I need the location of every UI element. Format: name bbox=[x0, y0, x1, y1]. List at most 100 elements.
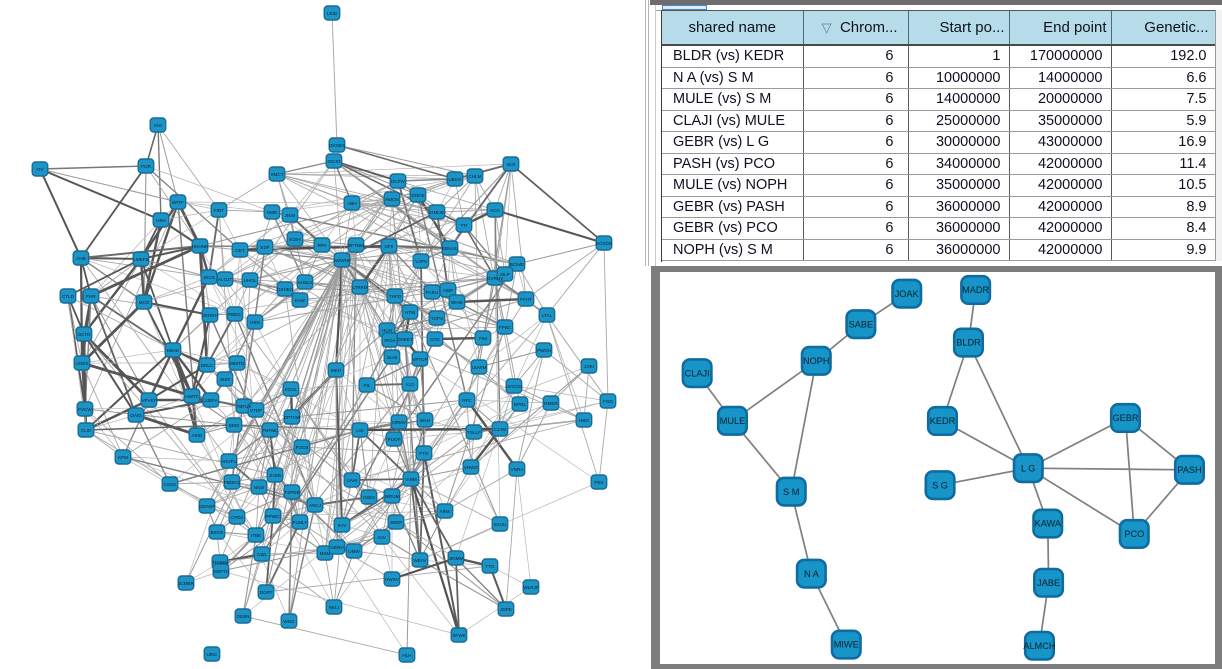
svg-text:DTD: DTD bbox=[430, 337, 440, 342]
svg-text:S M: S M bbox=[783, 487, 799, 497]
svg-text:JOKI: JOKI bbox=[584, 364, 594, 369]
svg-text:JJEFA: JJEFA bbox=[204, 398, 218, 403]
svg-text:GVRHV: GVRHV bbox=[487, 276, 504, 281]
svg-text:HWSV: HWSV bbox=[385, 577, 400, 582]
svg-text:MSM: MSM bbox=[320, 551, 331, 556]
svg-text:RPA: RPA bbox=[317, 243, 327, 248]
svg-text:HKHNK: HKHNK bbox=[192, 244, 209, 249]
svg-text:JDPE: JDPE bbox=[500, 607, 512, 612]
svg-text:SLNI: SLNI bbox=[387, 355, 397, 360]
svg-text:GMLW: GMLW bbox=[430, 210, 445, 215]
svg-text:BFTNM: BFTNM bbox=[348, 243, 364, 248]
svg-text:UUWM: UUWM bbox=[472, 365, 487, 370]
svg-text:JKEF: JKEF bbox=[219, 377, 230, 382]
svg-text:ITBE: ITBE bbox=[251, 533, 261, 538]
svg-text:CPDJ: CPDJ bbox=[231, 515, 243, 520]
svg-text:UIKC: UIKC bbox=[207, 652, 219, 657]
svg-text:VPTUP: VPTUP bbox=[412, 357, 427, 362]
svg-text:PWDH: PWDH bbox=[537, 348, 551, 353]
svg-text:VTDP: VTDP bbox=[250, 408, 262, 413]
svg-text:AMWNF: AMWNF bbox=[333, 258, 351, 263]
svg-text:PCO: PCO bbox=[1124, 529, 1144, 539]
svg-text:OIGO: OIGO bbox=[363, 495, 375, 500]
svg-text:IROA: IROA bbox=[384, 338, 396, 343]
svg-text:VNRA: VNRA bbox=[511, 467, 525, 472]
svg-text:ALGJT: ALGJT bbox=[218, 277, 232, 282]
svg-text:S G: S G bbox=[932, 480, 948, 490]
svg-text:KNI: KNI bbox=[154, 123, 162, 128]
svg-text:TGPS: TGPS bbox=[431, 316, 444, 321]
svg-text:HWTF: HWTF bbox=[185, 394, 198, 399]
svg-text:SVUU: SVUU bbox=[494, 522, 507, 527]
svg-text:JDGRH: JDGRH bbox=[202, 313, 218, 318]
svg-text:AHB: AHB bbox=[76, 256, 85, 261]
svg-text:FFHT: FFHT bbox=[520, 297, 532, 302]
svg-text:JWDP: JWDP bbox=[389, 520, 402, 525]
svg-text:CLAJI: CLAJI bbox=[685, 368, 710, 378]
svg-text:CJAM: CJAM bbox=[494, 427, 507, 432]
svg-text:BCIME: BCIME bbox=[510, 262, 525, 267]
svg-text:WMTD: WMTD bbox=[230, 361, 245, 366]
svg-text:POR: POR bbox=[141, 164, 152, 169]
svg-text:THSBM: THSBM bbox=[212, 560, 228, 565]
svg-text:ORMV: ORMV bbox=[392, 420, 407, 425]
svg-text:CHLM: CHLM bbox=[468, 174, 481, 179]
svg-text:WRUM: WRUM bbox=[385, 494, 400, 499]
svg-text:KAWA: KAWA bbox=[1035, 519, 1062, 529]
svg-text:OAIG: OAIG bbox=[130, 413, 142, 418]
svg-text:VHWG: VHWG bbox=[464, 465, 479, 470]
svg-text:KEDR: KEDR bbox=[930, 416, 956, 426]
svg-text:JOAK: JOAK bbox=[895, 289, 920, 299]
svg-text:KFM: KFM bbox=[118, 455, 128, 460]
svg-text:VJPN: VJPN bbox=[415, 259, 427, 264]
svg-text:FBDKG: FBDKG bbox=[224, 480, 240, 485]
svg-text:AHSLV: AHSLV bbox=[298, 280, 314, 285]
svg-text:HTM: HTM bbox=[405, 310, 415, 315]
svg-text:VPVKF: VPVKF bbox=[141, 398, 156, 403]
svg-text:FLMLF: FLMLF bbox=[293, 520, 308, 525]
svg-text:DPTVW: DPTVW bbox=[284, 415, 301, 420]
svg-text:UMW: UMW bbox=[348, 549, 360, 554]
svg-text:MADR: MADR bbox=[962, 285, 989, 295]
svg-text:TSPEB: TSPEB bbox=[284, 490, 299, 495]
svg-text:BLDR: BLDR bbox=[956, 338, 981, 348]
svg-text:GERH: GERH bbox=[330, 545, 343, 550]
svg-text:VMCT: VMCT bbox=[270, 172, 283, 177]
svg-text:ITV: ITV bbox=[36, 167, 44, 172]
svg-text:WEAV: WEAV bbox=[413, 558, 427, 563]
svg-text:AKID: AKID bbox=[192, 433, 203, 438]
svg-text:N A: N A bbox=[804, 569, 820, 579]
svg-text:EDF: EDF bbox=[260, 245, 269, 250]
svg-text:GSHEA: GSHEA bbox=[277, 287, 294, 292]
svg-text:CLID: CLID bbox=[81, 428, 92, 433]
svg-text:TTG: TTG bbox=[485, 564, 495, 569]
svg-text:HRA: HRA bbox=[156, 218, 167, 223]
svg-text:NPRL: NPRL bbox=[514, 402, 527, 407]
svg-text:KJJ: KJJ bbox=[406, 382, 414, 387]
svg-text:NKLI: NKLI bbox=[329, 605, 339, 610]
svg-text:TSLLF: TSLLF bbox=[467, 430, 481, 435]
svg-text:GOJO: GOJO bbox=[327, 159, 340, 164]
svg-text:PEV: PEV bbox=[594, 480, 604, 485]
svg-text:OKNDS: OKNDS bbox=[329, 143, 345, 148]
svg-text:BMO: BMO bbox=[229, 423, 240, 428]
svg-text:TTI: TTI bbox=[461, 223, 468, 228]
svg-text:HLH: HLH bbox=[402, 653, 411, 658]
svg-text:PPWIC: PPWIC bbox=[265, 514, 281, 519]
svg-text:IIVV: IIVV bbox=[338, 523, 348, 528]
svg-text:AMOS: AMOS bbox=[385, 197, 399, 202]
svg-text:EBUUU: EBUUU bbox=[442, 246, 458, 251]
svg-text:HRN: HRN bbox=[250, 320, 260, 325]
svg-text:FOCB: FOCB bbox=[296, 445, 309, 450]
svg-text:FIDT: FIDT bbox=[214, 208, 224, 213]
svg-text:FIM: FIM bbox=[479, 336, 487, 341]
svg-text:GET: GET bbox=[235, 248, 245, 253]
svg-text:JINMM: JINMM bbox=[449, 556, 464, 561]
svg-text:NSSI: NSSI bbox=[254, 485, 265, 490]
svg-text:LTRKM: LTRKM bbox=[352, 285, 367, 290]
svg-text:JHDB: JHDB bbox=[269, 473, 281, 478]
svg-text:DRLC: DRLC bbox=[201, 363, 214, 368]
svg-text:FAKU: FAKU bbox=[426, 290, 438, 295]
svg-text:GEBN: GEBN bbox=[236, 614, 249, 619]
svg-text:NWE: NWE bbox=[267, 210, 278, 215]
